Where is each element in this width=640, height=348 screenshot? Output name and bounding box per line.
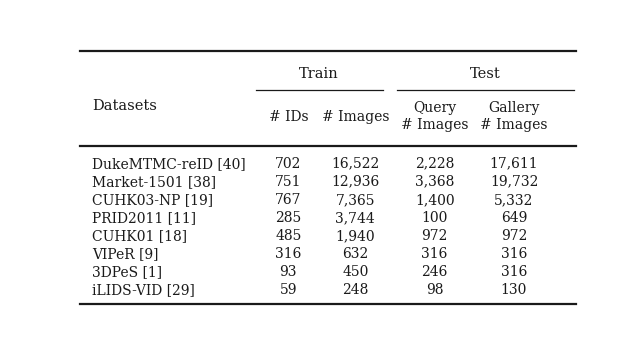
Text: 767: 767 [275, 193, 301, 207]
Text: # Images: # Images [321, 110, 389, 124]
Text: CUHK01 [18]: CUHK01 [18] [92, 229, 188, 243]
Text: PRID2011 [11]: PRID2011 [11] [92, 211, 196, 225]
Text: 19,732: 19,732 [490, 175, 538, 189]
Text: iLIDS-VID [29]: iLIDS-VID [29] [92, 283, 195, 297]
Text: 1,940: 1,940 [335, 229, 375, 243]
Text: 12,936: 12,936 [331, 175, 380, 189]
Text: 1,400: 1,400 [415, 193, 454, 207]
Text: 285: 285 [275, 211, 301, 225]
Text: CUHK03-NP [19]: CUHK03-NP [19] [92, 193, 214, 207]
Text: Datasets: Datasets [92, 99, 157, 113]
Text: 5,332: 5,332 [494, 193, 534, 207]
Text: 649: 649 [501, 211, 527, 225]
Text: 248: 248 [342, 283, 369, 297]
Text: 632: 632 [342, 247, 369, 261]
Text: 972: 972 [422, 229, 448, 243]
Text: 3,744: 3,744 [335, 211, 375, 225]
Text: 316: 316 [275, 247, 301, 261]
Text: VIPeR [9]: VIPeR [9] [92, 247, 159, 261]
Text: Market-1501 [38]: Market-1501 [38] [92, 175, 216, 189]
Text: 246: 246 [422, 265, 448, 279]
Text: Test: Test [470, 67, 501, 81]
Text: 59: 59 [280, 283, 297, 297]
Text: 316: 316 [422, 247, 448, 261]
Text: DukeMTMC-reID [40]: DukeMTMC-reID [40] [92, 157, 246, 171]
Text: Train: Train [299, 67, 339, 81]
Text: 16,522: 16,522 [331, 157, 380, 171]
Text: 100: 100 [422, 211, 448, 225]
Text: 450: 450 [342, 265, 369, 279]
Text: 751: 751 [275, 175, 301, 189]
Text: 972: 972 [501, 229, 527, 243]
Text: 17,611: 17,611 [490, 157, 538, 171]
Text: 3DPeS [1]: 3DPeS [1] [92, 265, 163, 279]
Text: 7,365: 7,365 [335, 193, 375, 207]
Text: 98: 98 [426, 283, 444, 297]
Text: Gallery
# Images: Gallery # Images [480, 101, 548, 132]
Text: 702: 702 [275, 157, 301, 171]
Text: # IDs: # IDs [269, 110, 308, 124]
Text: 93: 93 [280, 265, 297, 279]
Text: 316: 316 [501, 265, 527, 279]
Text: 485: 485 [275, 229, 301, 243]
Text: 130: 130 [501, 283, 527, 297]
Text: 316: 316 [501, 247, 527, 261]
Text: 3,368: 3,368 [415, 175, 454, 189]
Text: 2,228: 2,228 [415, 157, 454, 171]
Text: Query
# Images: Query # Images [401, 101, 468, 132]
